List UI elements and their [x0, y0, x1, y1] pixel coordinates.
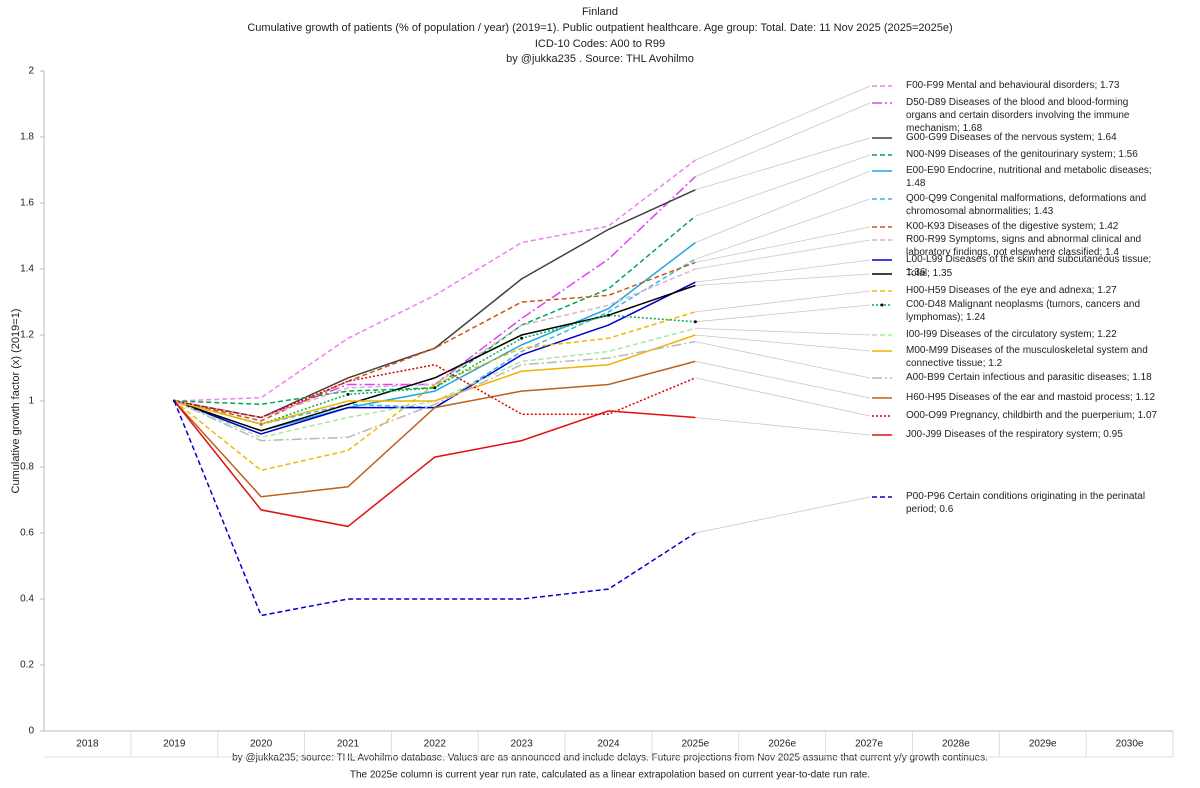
y-tick-label: 2	[28, 66, 34, 77]
x-tick-label: 2029e	[1029, 739, 1057, 750]
leader-line	[695, 85, 871, 161]
leader-line	[695, 361, 871, 399]
series-line	[174, 242, 696, 432]
legend-label: N00-N99 Diseases of the genitourinary sy…	[906, 149, 1138, 160]
y-tick-label: 1.2	[20, 330, 34, 341]
legend-dot	[880, 303, 884, 307]
leader-line	[695, 170, 871, 243]
legend-label: H60-H95 Diseases of the ear and mastoid …	[906, 392, 1156, 403]
point	[693, 320, 697, 324]
legend-label: E00-E90 Endocrine, nutritional and metab…	[906, 165, 1152, 189]
point	[346, 392, 350, 396]
series-line	[174, 189, 696, 419]
series-line	[174, 176, 696, 419]
chart-subtitle: Cumulative growth of patients (% of popu…	[247, 22, 952, 34]
series-line	[174, 261, 696, 422]
legend-label: A00-B99 Certain infectious and parasitic…	[906, 372, 1152, 383]
legend-label: J00-J99 Diseases of the respiratory syst…	[906, 429, 1123, 440]
series-line	[173, 311, 696, 472]
x-tick-label: 2030e	[1116, 739, 1144, 750]
point	[520, 336, 524, 340]
x-tick-label: 2025e	[681, 739, 709, 750]
x-tick-label: 2021	[337, 739, 360, 750]
y-tick-label: 1	[28, 396, 34, 407]
point	[433, 386, 437, 390]
leader-line	[695, 290, 871, 313]
legend-label: F00-F99 Mental and behavioural disorders…	[906, 80, 1120, 91]
legend-label: M00-M99 Diseases of the musculoskeletal …	[906, 345, 1148, 369]
series-line	[174, 334, 696, 425]
y-tick-label: 0.4	[20, 594, 34, 605]
legend-label: Total; 1.35	[906, 268, 953, 279]
legend-label: Q00-Q99 Congenital malformations, deform…	[906, 193, 1147, 217]
series-line	[174, 258, 696, 425]
leader-line	[695, 377, 871, 417]
y-tick-label: 0	[28, 726, 34, 737]
legend-label: C00-D48 Malignant neoplasms (tumors, can…	[906, 299, 1140, 323]
y-axis-label: Cumulative growth factor (x) (2019=1)	[10, 309, 22, 494]
series-line	[174, 268, 696, 419]
footnote: The 2025e column is current year run rat…	[350, 770, 870, 781]
leader-line	[695, 341, 871, 379]
leader-line	[695, 226, 871, 263]
series-line	[173, 360, 696, 498]
leader-line	[695, 154, 871, 217]
series-line	[173, 340, 696, 442]
series-line	[174, 363, 696, 419]
footnote: by @jukka235; source: THL Avohilmo datab…	[232, 753, 988, 764]
leader-line	[695, 239, 871, 270]
series-line	[173, 400, 696, 617]
y-tick-label: 0.2	[20, 660, 34, 671]
y-tick-label: 1.8	[20, 132, 34, 143]
x-tick-label: 2027e	[855, 739, 883, 750]
x-tick-label: 2018	[76, 739, 99, 750]
leader-line	[695, 259, 871, 283]
leader-line	[695, 334, 871, 352]
legend-label: K00-K93 Diseases of the digestive system…	[906, 221, 1119, 232]
chart-subtitle: ICD-10 Codes: A00 to R99	[535, 38, 665, 50]
leader-line	[695, 102, 871, 177]
legend-label: L00-L99 Diseases of the skin and subcuta…	[906, 254, 1152, 278]
legend-label: P00-P96 Certain conditions originating i…	[906, 491, 1146, 515]
x-tick-label: 2028e	[942, 739, 970, 750]
x-tick-label: 2026e	[768, 739, 796, 750]
leader-line	[695, 273, 871, 286]
legend-label: I00-I99 Diseases of the circulatory syst…	[906, 329, 1117, 340]
legend-label: H00-H59 Diseases of the eye and adnexa; …	[906, 285, 1117, 296]
chart-title: Finland	[582, 6, 618, 18]
y-tick-label: 0.6	[20, 528, 34, 539]
x-tick-label: 2024	[597, 739, 620, 750]
series-line	[174, 215, 696, 406]
y-tick-label: 1.4	[20, 264, 34, 275]
x-tick-label: 2023	[511, 739, 534, 750]
x-tick-label: 2020	[250, 739, 273, 750]
series-line	[174, 159, 696, 402]
leader-line	[695, 137, 871, 191]
series-line	[173, 400, 696, 528]
chart-subtitle: by @jukka235 . Source: THL Avohilmo	[506, 53, 694, 65]
y-tick-label: 0.8	[20, 462, 34, 473]
x-tick-label: 2019	[163, 739, 186, 750]
leader-line	[695, 496, 871, 534]
leader-line	[695, 304, 871, 323]
legend-label: R00-R99 Symptoms, signs and abnormal cli…	[906, 234, 1142, 258]
y-tick-label: 1.6	[20, 198, 34, 209]
leader-line	[695, 328, 871, 336]
x-tick-label: 2022	[424, 739, 447, 750]
legend-label: O00-O99 Pregnancy, childbirth and the pu…	[906, 410, 1158, 421]
leader-line	[695, 417, 871, 436]
legend-label: D50-D89 Diseases of the blood and blood-…	[906, 97, 1130, 134]
leader-line	[695, 198, 871, 260]
legend-label: G00-G99 Diseases of the nervous system; …	[906, 132, 1117, 143]
point	[607, 313, 610, 317]
